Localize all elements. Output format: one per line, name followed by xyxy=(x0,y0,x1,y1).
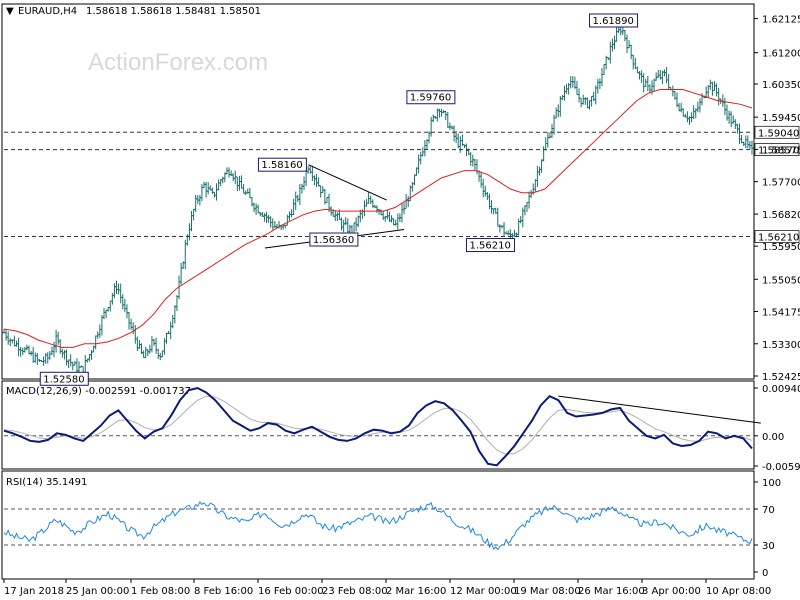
macd-plot xyxy=(3,386,761,467)
x-tick-label: 23 Feb 08:00 xyxy=(322,586,388,597)
macd-trendline xyxy=(558,395,761,424)
price-tick-label: 1.54175 xyxy=(762,308,800,319)
macd-title: MACD(12,26,9) -0.002591 -0.001737 xyxy=(6,386,191,397)
trendline xyxy=(308,164,387,201)
annotation-text: 1.52580 xyxy=(43,374,84,385)
level-label-box xyxy=(754,230,800,243)
price-tick-label: 1.60350 xyxy=(762,80,800,91)
price-tick-label: 1.58575 xyxy=(762,145,800,156)
level-label-text: 1.59040 xyxy=(758,128,799,139)
x-tick-label: 1 Feb 08:00 xyxy=(131,586,190,597)
chart-header-symbol: EURAUD,H4 xyxy=(18,6,77,17)
rsi-panel-frame xyxy=(1,470,755,580)
price-tick-label: 1.62125 xyxy=(762,15,800,26)
rsi-tick-label: 30 xyxy=(762,541,775,552)
watermark-text: ActionForex.com xyxy=(88,49,268,76)
annotation-text: 1.61890 xyxy=(593,16,634,27)
price-annotation: 1.56360 xyxy=(309,232,359,247)
chart-header-ohlc: 1.58618 1.58618 1.58481 1.58501 xyxy=(86,6,261,17)
moving-average-line xyxy=(3,89,753,348)
level-label-text: 1.58570 xyxy=(758,146,799,157)
x-tick-label: 12 Mar 00:00 xyxy=(450,586,517,597)
price-tick-label: 1.55950 xyxy=(762,242,800,253)
annotation-text: 1.58160 xyxy=(261,160,302,171)
annotation-text: 1.56360 xyxy=(313,235,354,246)
price-plot: 1.59040 1.58570 1.56210 1.61890 1.59760 1.581… xyxy=(2,13,800,386)
level-label: 1.56210 xyxy=(754,230,800,244)
price-tick-label: 1.52425 xyxy=(762,372,800,383)
price-tick-label: 1.57700 xyxy=(762,178,800,189)
x-tick-label: 3 Apr 00:00 xyxy=(642,586,701,597)
x-tick-label: 2 Mar 16:00 xyxy=(386,586,446,597)
price-panel-frame xyxy=(1,3,755,380)
price-tick-label: 1.56820 xyxy=(762,210,800,221)
x-tick-label: 25 Jan 00:00 xyxy=(66,586,129,597)
axes: 1.62125 1.61200 1.60350 1.59450 1.58575 1.577… xyxy=(3,15,800,597)
annotation-box xyxy=(406,90,456,105)
annotation-box xyxy=(465,238,515,253)
macd-signal-line xyxy=(3,395,753,455)
macd-panel-frame xyxy=(1,380,755,470)
price-annotation: 1.58160 xyxy=(257,157,307,172)
level-label-text: 1.56210 xyxy=(758,233,799,244)
x-tick-label: 26 Mar 16:00 xyxy=(578,586,645,597)
x-tick-label: 19 Mar 08:00 xyxy=(514,586,581,597)
macd-tick-label: 0.009407 xyxy=(762,384,800,395)
macd-tick-label: -0.00594 xyxy=(762,462,800,473)
x-tick-label: 16 Feb 00:00 xyxy=(258,586,324,597)
level-label-box xyxy=(754,125,800,139)
rsi-line xyxy=(3,500,753,551)
price-annotation: 1.56210 xyxy=(465,238,515,253)
annotation-box xyxy=(39,371,89,386)
annotation-box xyxy=(589,13,639,28)
price-tick-label: 1.59450 xyxy=(762,113,800,124)
macd-line xyxy=(3,386,753,467)
chart-header-symbol-icon: ▼ xyxy=(6,6,14,17)
price-annotation: 1.61890 xyxy=(589,13,639,28)
rsi-plot xyxy=(3,500,753,551)
price-tick-label: 1.61200 xyxy=(762,49,800,60)
rsi-tick-label: 100 xyxy=(762,478,781,489)
price-tick-label: 1.55050 xyxy=(762,275,800,286)
rsi-tick-label: 0 xyxy=(762,568,768,579)
rsi-tick-label: 70 xyxy=(762,505,775,516)
annotation-text: 1.56210 xyxy=(469,241,510,252)
level-label: 1.59040 xyxy=(754,125,800,139)
x-tick-label: 17 Jan 2018 xyxy=(4,586,64,597)
x-tick-label: 8 Feb 16:00 xyxy=(194,586,253,597)
price-tick-label: 1.53300 xyxy=(762,340,800,351)
x-tick-label: 10 Apr 08:00 xyxy=(706,586,771,597)
annotation-box xyxy=(257,157,307,172)
annotation-box xyxy=(309,232,359,247)
macd-tick-label: 0.00 xyxy=(762,432,784,443)
price-annotation: 1.59760 xyxy=(406,90,456,105)
price-annotation: 1.52580 xyxy=(39,371,89,386)
annotation-text: 1.59760 xyxy=(410,93,451,104)
rsi-title: RSI(14) 35.1491 xyxy=(6,477,87,488)
